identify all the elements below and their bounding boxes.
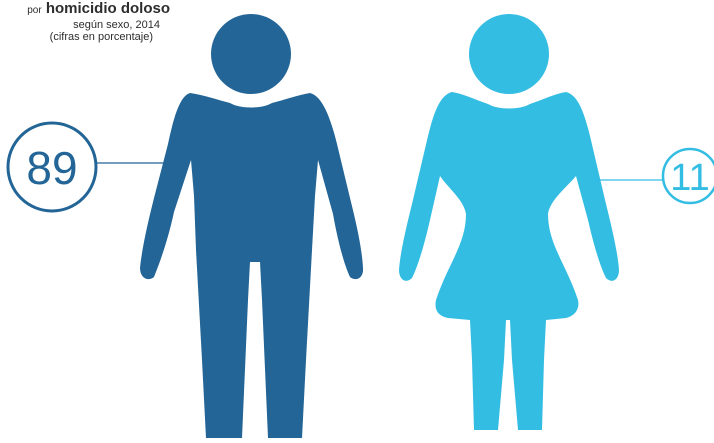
female-value-ring <box>661 147 714 205</box>
male-value-ring <box>6 121 98 213</box>
title-prefix: por <box>27 5 42 16</box>
female-value-callout: 11 <box>592 147 714 205</box>
male-value-callout: 89 <box>6 121 166 213</box>
woman-body <box>399 92 619 430</box>
chart-subtitle: según sexo, 2014 <box>73 19 160 31</box>
female-value-label: 11 <box>670 157 709 199</box>
woman-head <box>469 14 549 94</box>
chart-unit-note: (cifras en porcentaje) <box>49 31 153 43</box>
chart-title: por homicidio doloso <box>0 0 170 19</box>
male-value-label: 89 <box>26 142 77 194</box>
man-figure-icon <box>140 14 364 438</box>
title-main: homicidio doloso <box>45 0 170 17</box>
chart-title-block: por homicidio doloso según sexo, 2014 (c… <box>0 0 170 43</box>
woman-figure-icon <box>399 14 619 430</box>
man-body <box>140 93 364 438</box>
man-head <box>211 14 291 94</box>
